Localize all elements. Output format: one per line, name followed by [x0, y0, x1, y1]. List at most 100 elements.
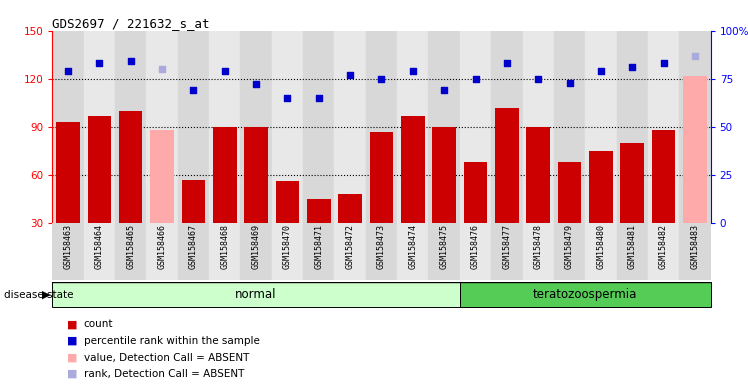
Text: GSM158464: GSM158464 [95, 224, 104, 269]
Bar [276, 181, 299, 271]
Bar [303, 31, 334, 223]
Bar [147, 31, 178, 223]
Point [438, 87, 450, 93]
Point [595, 68, 607, 74]
Text: GSM158480: GSM158480 [596, 224, 605, 269]
Point [501, 60, 513, 66]
Bar [432, 127, 456, 271]
Bar [115, 223, 147, 280]
Bar [491, 223, 523, 280]
Bar [523, 31, 554, 223]
Point [626, 64, 638, 70]
Text: GSM158476: GSM158476 [471, 224, 480, 269]
Bar [245, 127, 268, 271]
Text: GSM158468: GSM158468 [220, 224, 229, 269]
Point [62, 68, 74, 74]
Bar [366, 223, 397, 280]
Bar [401, 116, 425, 271]
Point [533, 76, 545, 82]
Text: count: count [84, 319, 113, 329]
Bar [147, 223, 178, 280]
Text: GSM158479: GSM158479 [565, 224, 574, 269]
Bar [209, 223, 240, 280]
Point [94, 60, 105, 66]
Bar [460, 282, 711, 307]
Bar [589, 151, 613, 271]
Bar [88, 116, 111, 271]
Bar [621, 143, 644, 271]
Bar [52, 282, 460, 307]
Bar [84, 223, 115, 280]
Bar [334, 223, 366, 280]
Bar [307, 199, 331, 271]
Text: percentile rank within the sample: percentile rank within the sample [84, 336, 260, 346]
Point [281, 95, 293, 101]
Bar [272, 31, 303, 223]
Bar [178, 31, 209, 223]
Bar [616, 223, 648, 280]
Bar [679, 223, 711, 280]
Bar [523, 223, 554, 280]
Bar [495, 108, 518, 271]
Bar [272, 223, 303, 280]
Bar [464, 162, 487, 271]
Bar [527, 127, 550, 271]
Bar [648, 223, 679, 280]
Text: GSM158482: GSM158482 [659, 224, 668, 269]
Text: GSM158471: GSM158471 [314, 224, 323, 269]
Bar [429, 223, 460, 280]
Point [250, 81, 262, 88]
Point [563, 79, 575, 86]
Text: normal: normal [236, 288, 277, 301]
Bar [338, 194, 362, 271]
Point [218, 68, 230, 74]
Text: GSM158474: GSM158474 [408, 224, 417, 269]
Text: GSM158472: GSM158472 [346, 224, 355, 269]
Point [188, 87, 200, 93]
Text: disease state: disease state [4, 290, 73, 300]
Text: ■: ■ [67, 369, 78, 379]
Text: rank, Detection Call = ABSENT: rank, Detection Call = ABSENT [84, 369, 244, 379]
Bar [240, 223, 272, 280]
Bar [460, 223, 491, 280]
Bar [648, 31, 679, 223]
Bar [652, 130, 675, 271]
Text: teratozoospermia: teratozoospermia [533, 288, 637, 301]
Bar [52, 223, 84, 280]
Bar [585, 31, 616, 223]
Text: GSM158477: GSM158477 [503, 224, 512, 269]
Bar [558, 162, 581, 271]
Text: GSM158463: GSM158463 [64, 224, 73, 269]
Bar [182, 180, 205, 271]
Text: GSM158483: GSM158483 [690, 224, 699, 269]
Bar [303, 223, 334, 280]
Bar [554, 223, 585, 280]
Text: ■: ■ [67, 336, 78, 346]
Text: GSM158467: GSM158467 [189, 224, 198, 269]
Text: value, Detection Call = ABSENT: value, Detection Call = ABSENT [84, 353, 249, 362]
Bar [616, 31, 648, 223]
Bar [429, 31, 460, 223]
Text: GDS2697 / 221632_s_at: GDS2697 / 221632_s_at [52, 17, 210, 30]
Bar [52, 31, 84, 223]
Text: GSM158465: GSM158465 [126, 224, 135, 269]
Point [375, 76, 387, 82]
Bar [56, 122, 80, 271]
Bar [397, 223, 429, 280]
Text: ■: ■ [67, 353, 78, 362]
Text: GSM158469: GSM158469 [251, 224, 260, 269]
Point [470, 76, 482, 82]
Bar [585, 223, 616, 280]
Point [407, 68, 419, 74]
Bar [679, 31, 711, 223]
Bar [209, 31, 240, 223]
Point [125, 58, 137, 65]
Point [313, 95, 325, 101]
Bar [370, 132, 393, 271]
Bar [397, 31, 429, 223]
Bar [119, 111, 142, 271]
Point [344, 72, 356, 78]
Bar [491, 31, 523, 223]
Text: GSM158481: GSM158481 [628, 224, 637, 269]
Bar [460, 31, 491, 223]
